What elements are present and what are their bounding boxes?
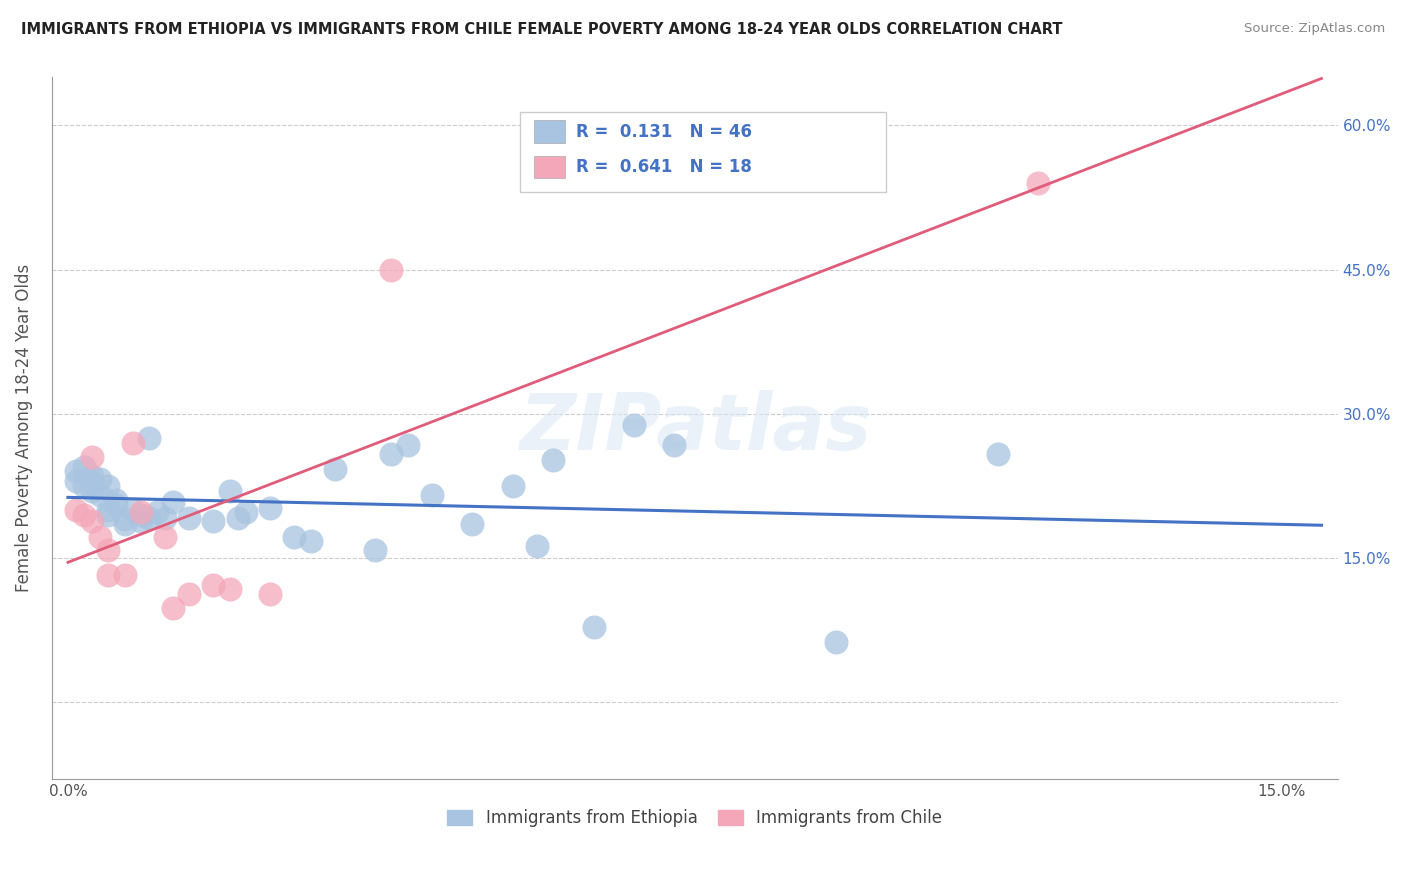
Point (380, 262, 402, 277)
Point (65, 464, 87, 478)
Point (218, 483, 240, 498)
Point (114, 517, 136, 532)
Point (541, 453, 564, 467)
Point (105, 493, 128, 508)
Point (364, 543, 387, 558)
Point (73, 479, 96, 493)
Point (226, 510, 249, 524)
Legend: Immigrants from Ethiopia, Immigrants from Chile: Immigrants from Ethiopia, Immigrants fro… (440, 803, 949, 834)
Text: Source: ZipAtlas.com: Source: ZipAtlas.com (1244, 22, 1385, 36)
Point (162, 600, 184, 615)
Point (82, 515, 104, 529)
Point (323, 462, 346, 476)
Point (82, 469, 104, 483)
Point (146, 505, 169, 519)
Point (461, 517, 484, 532)
Y-axis label: Female Poverty Among 18-24 Year Olds: Female Poverty Among 18-24 Year Olds (15, 264, 32, 592)
Point (202, 578, 225, 592)
Point (664, 437, 686, 451)
Point (1028, 176, 1050, 190)
Point (65, 474, 87, 488)
Point (138, 431, 160, 445)
Point (114, 568, 136, 582)
Point (73, 508, 96, 522)
Point (105, 498, 128, 512)
Point (299, 533, 322, 548)
Point (82, 450, 104, 464)
Point (153, 510, 176, 524)
Point (202, 515, 225, 529)
Point (153, 530, 176, 544)
Point (396, 437, 419, 451)
Point (179, 510, 201, 524)
Point (89, 530, 111, 544)
Point (129, 515, 152, 529)
Text: ZIPatlas: ZIPatlas (519, 390, 870, 467)
Point (97, 479, 120, 493)
Point (218, 582, 240, 596)
Point (623, 418, 645, 433)
Point (89, 488, 111, 502)
Point (825, 635, 848, 649)
Point (162, 495, 184, 509)
Point (97, 568, 120, 582)
Point (420, 488, 443, 502)
Point (114, 512, 136, 526)
Text: IMMIGRANTS FROM ETHIOPIA VS IMMIGRANTS FROM CHILE FEMALE POVERTY AMONG 18-24 YEA: IMMIGRANTS FROM ETHIOPIA VS IMMIGRANTS F… (21, 22, 1063, 37)
Text: R =  0.641   N = 18: R = 0.641 N = 18 (576, 158, 752, 177)
Point (502, 479, 524, 493)
Point (129, 505, 152, 519)
Point (82, 483, 104, 498)
Point (97, 503, 120, 517)
Point (89, 472, 111, 486)
Point (129, 508, 152, 522)
Point (65, 503, 87, 517)
Point (259, 587, 281, 601)
Text: R =  0.131   N = 46: R = 0.131 N = 46 (576, 122, 752, 141)
Point (97, 508, 120, 522)
Point (380, 447, 402, 461)
Point (987, 447, 1010, 461)
Point (73, 459, 96, 474)
Point (283, 530, 305, 544)
Point (121, 503, 143, 517)
Point (97, 543, 120, 558)
Point (259, 500, 281, 515)
Point (526, 540, 548, 554)
Point (179, 587, 201, 601)
Point (235, 505, 257, 519)
Point (582, 620, 605, 634)
Point (82, 475, 104, 490)
Point (121, 435, 143, 450)
Point (138, 510, 160, 524)
